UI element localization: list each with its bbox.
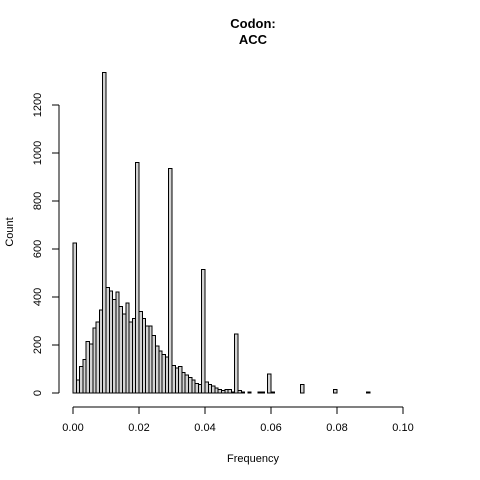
histogram-bar <box>135 162 140 394</box>
histogram-bar <box>270 391 275 394</box>
x-tick-label: 0.10 <box>392 422 413 434</box>
histogram-bar <box>240 391 246 394</box>
y-tick-label: 1000 <box>32 141 44 165</box>
histogram-bars <box>72 72 371 394</box>
x-tick-label: 0.00 <box>62 422 83 434</box>
y-tick-label: 800 <box>32 192 44 210</box>
y-tick-label: 0 <box>32 390 44 396</box>
x-tick-label: 0.02 <box>128 422 149 434</box>
y-tick-label: 400 <box>32 288 44 306</box>
y-tick-label: 200 <box>32 336 44 354</box>
x-tick-label: 0.04 <box>194 422 215 434</box>
histogram-bar <box>72 242 77 394</box>
x-tick-label: 0.08 <box>326 422 347 434</box>
histogram-bar <box>168 168 173 394</box>
histogram-bar <box>260 391 265 394</box>
x-axis-title: Frequency <box>227 453 279 465</box>
histogram-bar <box>267 373 272 394</box>
x-axis-ticks: 0.00 0.02 0.04 0.06 0.08 0.10 <box>62 407 414 434</box>
chart-title-line2: ACC <box>239 32 268 47</box>
histogram-bar <box>201 268 206 394</box>
chart-title-line1: Codon: <box>230 16 275 31</box>
histogram-bar <box>227 388 232 394</box>
y-tick-label: 1200 <box>32 93 44 117</box>
y-axis-title: Count <box>4 217 16 246</box>
y-axis-ticks: 0 200 400 600 800 1000 1200 <box>32 93 59 396</box>
histogram-bar <box>234 333 239 394</box>
x-tick-label: 0.06 <box>260 422 281 434</box>
y-tick-label: 600 <box>32 240 44 258</box>
histogram-bar <box>366 391 371 394</box>
histogram-bar <box>102 72 107 394</box>
histogram-bar <box>333 388 338 394</box>
histogram-bar <box>300 384 305 394</box>
histogram-bar <box>247 391 252 394</box>
